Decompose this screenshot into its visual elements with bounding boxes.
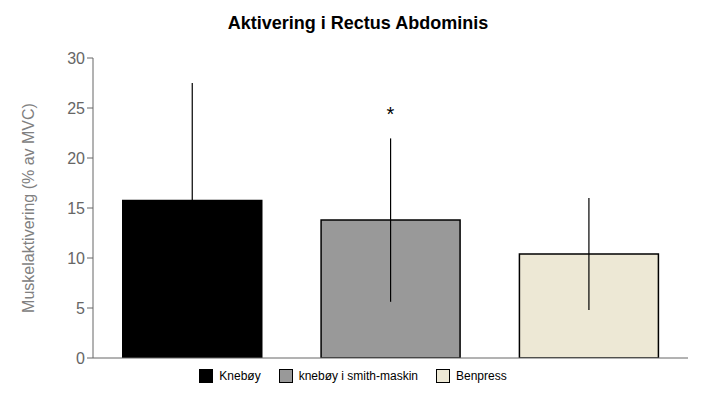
svg-text:20: 20 — [67, 150, 85, 167]
html-text:Benpress: Benpress — [456, 369, 507, 383]
svg-text:Muskelaktivering (% av MVC): Muskelaktivering (% av MVC) — [20, 103, 37, 313]
svg-text:25: 25 — [67, 100, 85, 117]
svg-text:15: 15 — [67, 200, 85, 217]
svg-text:10: 10 — [67, 250, 85, 267]
svg-text:5: 5 — [76, 300, 85, 317]
svg-text:0: 0 — [76, 350, 85, 367]
svg-text:30: 30 — [67, 50, 85, 67]
html-text:Knebøy: Knebøy — [219, 369, 261, 383]
html-text:knebøy i smith-maskin: knebøy i smith-maskin — [298, 369, 418, 383]
html-text:Aktivering i Rectus Abdominis: Aktivering i Rectus Abdominis — [227, 13, 489, 33]
svg-text:*: * — [387, 103, 395, 125]
